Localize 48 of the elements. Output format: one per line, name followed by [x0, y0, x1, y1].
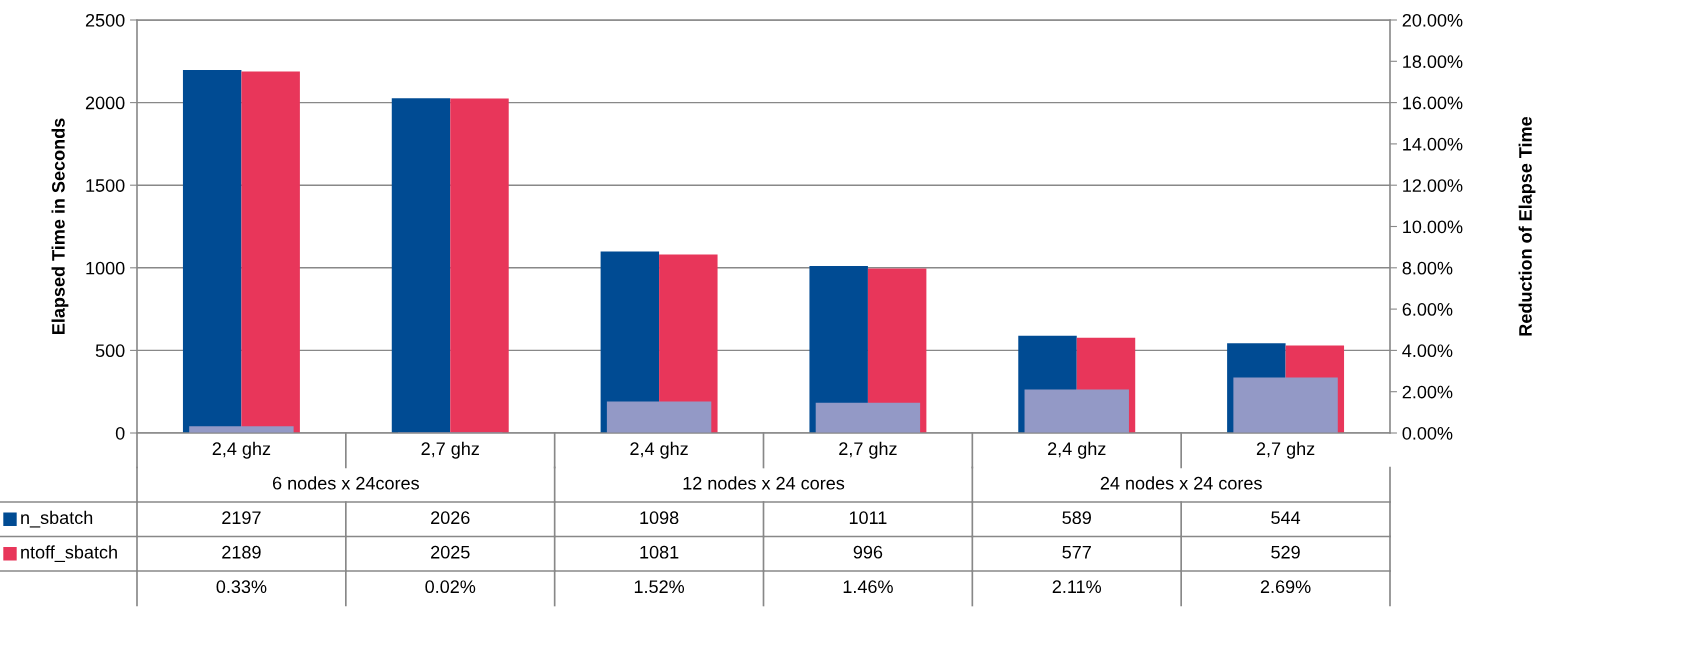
text: 12 nodes x 24 cores	[683, 476, 845, 490]
data-label: 996	[853, 545, 883, 559]
y2-tick-label: 12.00%	[1403, 179, 1463, 192]
y2-tick-label: 8.00%	[1402, 261, 1453, 275]
legend-label: n_sbatch	[21, 510, 93, 528]
y-axis-title: Elapsed Time in Seconds	[51, 118, 69, 334]
data-label: 2.69%	[1260, 580, 1311, 594]
y2-tick-label: 20.00%	[1402, 13, 1463, 27]
data-label: 0.33%	[216, 580, 267, 594]
y2-tick-label: 6.00%	[1402, 303, 1453, 316]
text: 24 nodes x 24 cores	[1100, 476, 1262, 490]
data-label: 589	[1062, 511, 1091, 525]
y2-tick-label: 16.00%	[1403, 96, 1463, 110]
data-label: 0.02%	[425, 580, 476, 594]
y2-tick-label: 0.00%	[1402, 426, 1453, 440]
y-tick-label: 2000	[85, 96, 125, 110]
y-tick-label: 1500	[86, 179, 125, 192]
y-tick-label: 0	[115, 426, 125, 440]
data-label: 2026	[431, 511, 470, 525]
data-label: 1.46%	[843, 580, 893, 594]
y2-tick-label: 18.00%	[1403, 55, 1463, 69]
x-tick-label: 2,7 ghz	[421, 441, 479, 459]
legend-label: ntoff_sbatch	[21, 545, 117, 563]
text: 6 nodes x 24cores	[272, 476, 419, 490]
data-label: 1098	[640, 511, 679, 525]
data-label: 529	[1271, 545, 1300, 559]
data-label: 544	[1271, 511, 1301, 525]
y-tick-label: 1000	[86, 261, 125, 275]
x-tick-label: 2,4 ghz	[1048, 441, 1106, 459]
y2-tick-label: 2.00%	[1402, 385, 1453, 399]
y2-tick-label: 10.00%	[1403, 220, 1463, 234]
data-label: 577	[1062, 546, 1091, 559]
data-label: 2.11%	[1052, 580, 1102, 594]
y-tick-label: 500	[95, 344, 125, 358]
x-tick-label: 2,7 ghz	[839, 441, 897, 459]
data-label: 2189	[222, 545, 261, 559]
y-tick-label: 2500	[85, 13, 125, 27]
x-tick-label: 2,4 ghz	[212, 441, 271, 459]
data-label: 1011	[849, 511, 887, 525]
x-tick-label: 2,7 ghz	[1256, 441, 1315, 459]
data-label: 2197	[222, 511, 261, 525]
data-label: 1081	[640, 545, 679, 559]
y2-axis-title: Reduction of Elapse Time	[1518, 116, 1536, 336]
x-tick-label: 2,4 ghz	[630, 441, 688, 459]
data-label: 1.52%	[634, 580, 685, 594]
data-label: 2025	[431, 545, 470, 559]
y2-tick-label: 4.00%	[1402, 344, 1453, 358]
y2-tick-label: 14.00%	[1403, 137, 1463, 151]
